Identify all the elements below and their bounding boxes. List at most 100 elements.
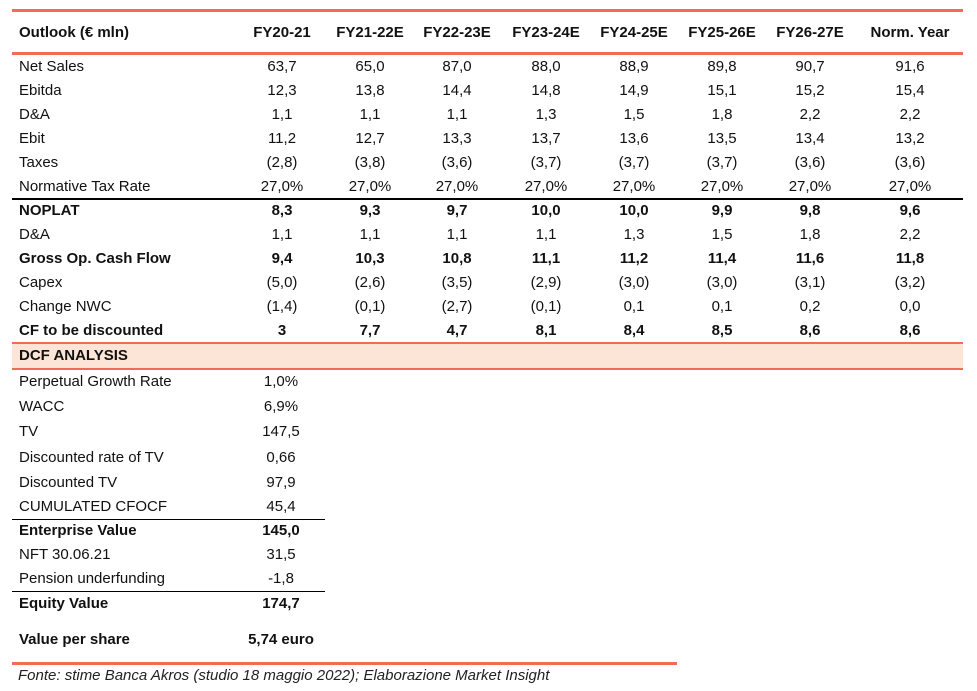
dcf-value: 1,0%	[263, 373, 299, 390]
cell-value: (3,6)	[794, 154, 826, 171]
dcf-value: -1,8	[268, 570, 294, 587]
cell-value: 27,0%	[524, 178, 568, 195]
table-row: NOPLAT 8,3 9,3 9,7 10,0 10,0 9,9 9,8 9,6	[12, 199, 963, 223]
cell-value: 11,2	[619, 250, 649, 267]
dcf-row: WACC 6,9%	[12, 395, 325, 419]
cell-value: 12,7	[355, 130, 385, 147]
dcf-value: 174,7	[262, 595, 300, 612]
row-label: NOPLAT	[19, 202, 80, 219]
cell-value: (3,0)	[706, 274, 738, 291]
column-header: FY22-23E	[423, 24, 491, 41]
column-header: FY26-27E	[776, 24, 844, 41]
cell-value: 13,6	[619, 130, 649, 147]
dcf-value: 147,5	[262, 423, 300, 440]
cell-value: 27,0%	[788, 178, 832, 195]
cell-value: 1,5	[623, 106, 645, 123]
dcf-label: Enterprise Value	[19, 522, 137, 539]
cell-value: (0,1)	[530, 298, 562, 315]
cell-value: 11,8	[895, 250, 925, 267]
cell-value: 13,3	[442, 130, 472, 147]
cell-value: 9,4	[271, 250, 293, 267]
cell-value: 15,1	[707, 82, 737, 99]
row-label: Ebitda	[19, 82, 62, 99]
cell-value: (5,0)	[266, 274, 298, 291]
noplat-rule	[12, 198, 963, 200]
cell-value: 1,1	[271, 106, 293, 123]
cell-value: 13,5	[707, 130, 737, 147]
cell-value: 15,2	[795, 82, 825, 99]
top-rule	[12, 9, 963, 12]
column-header: FY21-22E	[336, 24, 404, 41]
cell-value: 11,6	[795, 250, 825, 267]
dcf-value: 5,74 euro	[248, 631, 314, 648]
dcf-label: TV	[19, 423, 39, 440]
cell-value: 88,0	[531, 58, 561, 75]
cell-value: (0,1)	[354, 298, 386, 315]
cell-value: 4,7	[446, 322, 468, 339]
cell-value: 15,4	[895, 82, 925, 99]
table-row: Ebitda 12,3 13,8 14,4 14,8 14,9 15,1 15,2 15,4	[12, 79, 963, 103]
dcf-bottom-rule	[12, 368, 963, 370]
cell-value: (2,9)	[530, 274, 562, 291]
dcf-row: NFT 30.06.21 31,5	[12, 543, 325, 567]
cell-value: 11,1	[531, 250, 561, 267]
cell-value: 14,8	[531, 82, 561, 99]
dcf-row: TV 147,5	[12, 420, 325, 444]
cell-value: 1,1	[535, 226, 557, 243]
table-row: Taxes (2,8) (3,8) (3,6) (3,7) (3,7) (3,7) (3,6)…	[12, 151, 963, 175]
cell-value: 27,0%	[435, 178, 479, 195]
dcf-row: Pension underfunding -1,8	[12, 567, 325, 591]
dcf-row: Discounted rate of TV 0,66	[12, 446, 325, 470]
column-header: FY25-26E	[688, 24, 756, 41]
cell-value: (3,7)	[618, 154, 650, 171]
dcf-label: Pension underfunding	[19, 570, 165, 587]
cell-value: 9,8	[799, 202, 821, 219]
dcf-row: CUMULATED CFOCF 45,4	[12, 495, 325, 519]
cell-value: 27,0%	[888, 178, 932, 195]
cell-value: 0,0	[899, 298, 921, 315]
cell-value: (2,7)	[441, 298, 473, 315]
cell-value: 1,1	[446, 106, 468, 123]
cell-value: 88,9	[619, 58, 649, 75]
dcf-label: Perpetual Growth Rate	[19, 373, 172, 390]
row-label: CF to be discounted	[19, 322, 164, 339]
cell-value: 1,3	[535, 106, 557, 123]
row-label: Taxes	[19, 154, 59, 171]
cell-value: 87,0	[442, 58, 472, 75]
dcf-row: Perpetual Growth Rate 1,0%	[12, 370, 325, 394]
table-header: Outlook (€ mln) FY20-21 FY21-22E FY22-23E F…	[12, 21, 963, 45]
cell-value: 1,1	[359, 226, 381, 243]
header-rule	[12, 52, 963, 55]
dcf-label: Value per share	[19, 631, 130, 648]
dcf-label: NFT 30.06.21	[19, 546, 111, 563]
dcf-row: Equity Value 174,7	[12, 592, 325, 616]
cell-value: 65,0	[355, 58, 385, 75]
table-row: D&A 1,1 1,1 1,1 1,1 1,3 1,5 1,8 2,2	[12, 223, 963, 247]
cell-value: 1,8	[711, 106, 733, 123]
cell-value: 13,7	[531, 130, 561, 147]
cell-value: 89,8	[707, 58, 737, 75]
dcf-row: Discounted TV 97,9	[12, 471, 325, 495]
dcf-value: 6,9%	[263, 398, 299, 415]
table-row: Normative Tax Rate 27,0% 27,0% 27,0% 27,0% 27…	[12, 175, 963, 199]
row-label: D&A	[19, 106, 50, 123]
cell-value: 11,4	[707, 250, 737, 267]
cell-value: (1,4)	[266, 298, 298, 315]
cell-value: (2,6)	[354, 274, 386, 291]
cell-value: 90,7	[795, 58, 825, 75]
dcf-label: WACC	[19, 398, 65, 415]
cell-value: 1,1	[446, 226, 468, 243]
dcf-label: Equity Value	[19, 595, 109, 612]
cell-value: 14,9	[619, 82, 649, 99]
cell-value: (3,2)	[894, 274, 926, 291]
equity-rule	[12, 591, 325, 592]
cell-value: 1,1	[271, 226, 293, 243]
cell-value: 10,8	[442, 250, 472, 267]
cell-value: 10,0	[619, 202, 649, 219]
row-label: Change NWC	[19, 298, 112, 315]
cell-value: 13,8	[355, 82, 385, 99]
row-label: Normative Tax Rate	[19, 178, 151, 195]
cell-value: 12,3	[267, 82, 297, 99]
dcf-value: 45,4	[266, 498, 296, 515]
cell-value: (3,1)	[794, 274, 826, 291]
